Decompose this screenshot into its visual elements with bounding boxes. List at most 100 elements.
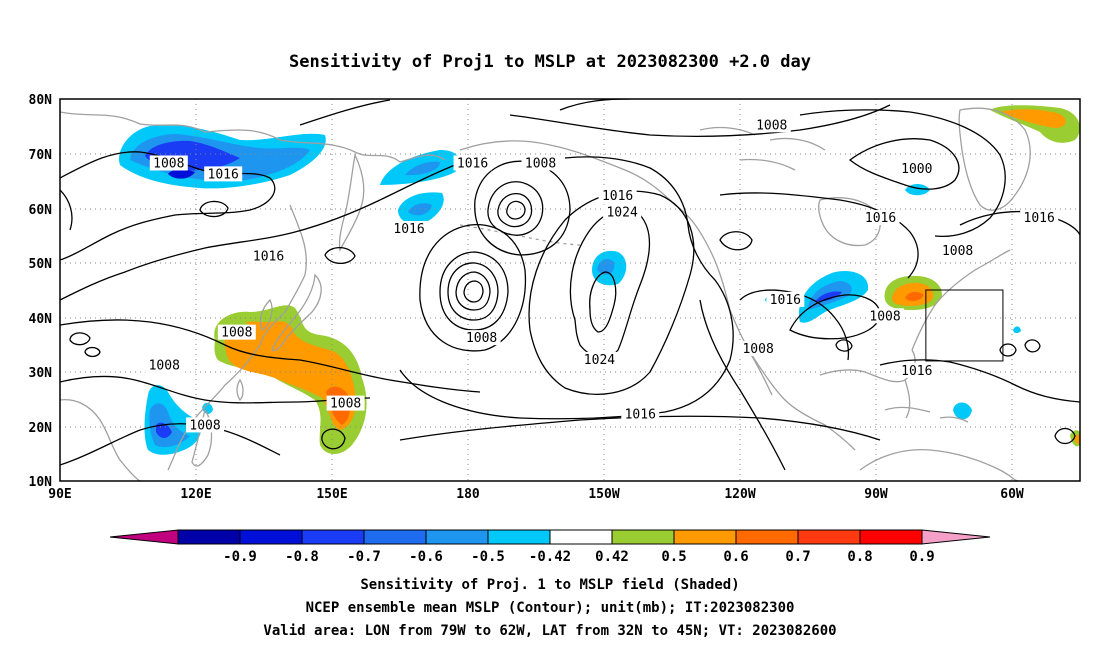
coast-alaska xyxy=(459,140,711,251)
contour-ring-us2 xyxy=(999,343,1017,357)
contour-labels: 1008 1016 1016 1016 1016 1008 1016 1024 1008 1000… xyxy=(145,117,1059,433)
shade-scs-inner xyxy=(156,422,172,438)
lon-label: 120E xyxy=(180,487,211,502)
contour-1008-canada xyxy=(799,109,1006,238)
colorbar-swatch xyxy=(487,529,551,545)
coast-south-america xyxy=(859,449,1019,481)
contour-1016-canada xyxy=(719,192,919,279)
shade-bering-1b xyxy=(405,161,440,176)
coast-arctic-islands xyxy=(699,126,826,171)
contour-label: 1008 xyxy=(942,244,973,259)
contour-label: 1008 xyxy=(742,342,773,357)
shade-neus-darkorange xyxy=(905,291,924,302)
valid-area-box xyxy=(925,289,1004,362)
lat-label: 20N xyxy=(29,421,53,436)
lat-label: 30N xyxy=(29,366,53,381)
shade-greenland-orange xyxy=(1000,109,1066,128)
lon-label: 180 xyxy=(456,487,480,502)
coast-taiwan xyxy=(236,378,244,402)
contour-label-bg xyxy=(897,160,936,176)
lat-label: 60N xyxy=(29,203,53,218)
shade-small-3 xyxy=(953,402,972,420)
contour-ring-us1 xyxy=(835,339,853,352)
contour-ring-canada xyxy=(719,231,753,251)
colorbar-swatch xyxy=(859,529,923,545)
contour-label-bg xyxy=(866,308,905,324)
colorbar-swatch xyxy=(735,529,799,545)
map-panel: 1008 1016 1016 1016 1016 1008 1016 1024 1008 1000… xyxy=(29,93,1081,502)
contour-1008-trop xyxy=(699,299,786,471)
contour-low-aleutian-2 xyxy=(447,262,499,321)
contour-label: 1008 xyxy=(330,397,361,412)
contour-label: 1008 xyxy=(221,326,252,341)
contour-ring-us3 xyxy=(1024,339,1041,353)
contour-1016-atl xyxy=(879,359,1080,403)
lon-label: 120W xyxy=(724,487,755,502)
colorbar-swatch xyxy=(549,529,613,545)
map-frame xyxy=(59,98,1081,482)
contour-label-bg xyxy=(752,117,791,133)
contour-low-bering-3 xyxy=(506,200,526,220)
contour-label: 1016 xyxy=(901,364,932,379)
latitude-labels: 80N 70N 60N 50N 40N 30N 20N 10N xyxy=(29,93,53,490)
colorbar-tick-label: 0.6 xyxy=(723,549,748,565)
contour-label: 1008 xyxy=(149,358,180,373)
contour-label-bg xyxy=(149,155,188,171)
contour-low-aleutian-4 xyxy=(463,280,484,303)
contour-ring-us4 xyxy=(1054,427,1076,445)
lat-label: 70N xyxy=(29,148,53,163)
lat-label: 80N xyxy=(29,93,53,108)
lat-label: 40N xyxy=(29,312,53,327)
coast-greenland xyxy=(958,107,1031,211)
contour-1024-inner xyxy=(589,271,617,333)
contour-label: 1016 xyxy=(457,156,488,171)
footer-line-3: Valid area: LON from 79W to 62W, LAT fro… xyxy=(263,623,836,639)
contour-low-bering-outer xyxy=(474,160,571,256)
contour-ring-b xyxy=(84,346,101,358)
contour-low-aleutian-outer xyxy=(419,224,527,352)
contour-label: 1008 xyxy=(525,156,556,171)
colorbar-tick-label: -0.5 xyxy=(471,549,505,565)
coast-indochina xyxy=(60,399,141,481)
contour-low-siberia xyxy=(60,151,276,261)
coast-kamchatka xyxy=(338,152,365,252)
contour-label: 1024 xyxy=(584,353,615,368)
lat-label: 50N xyxy=(29,257,53,272)
colorbar-tick-label: -0.42 xyxy=(529,549,571,565)
footer-line-1: Sensitivity of Proj. 1 to MSLP field (Sh… xyxy=(360,577,739,593)
colorbar-tick-label: -0.9 xyxy=(223,549,257,565)
coast-japan xyxy=(271,273,322,352)
contour-label: 1008 xyxy=(153,156,184,171)
lon-label: 150W xyxy=(588,487,619,502)
contour-low-aleutian-3 xyxy=(455,271,491,311)
coast-caribbean xyxy=(884,406,969,423)
longitude-labels: 90E 120E 150E 180 150W 120W 90W 60W xyxy=(48,487,1024,502)
contour-label-bg xyxy=(204,166,243,182)
contour-1016-asia xyxy=(60,157,491,301)
colorbar-tick-label: 0.5 xyxy=(661,549,686,565)
lon-label: 90W xyxy=(864,487,888,502)
contour-label-bg xyxy=(145,357,184,373)
contour-low-bering-1 xyxy=(487,181,544,236)
contour-label-bg xyxy=(1020,210,1059,226)
contour-ring-a xyxy=(69,332,91,346)
contour-label: 1016 xyxy=(602,189,633,204)
contour-label-bg xyxy=(462,330,501,346)
shade-east-orange xyxy=(1074,434,1080,445)
colorbar-low-extension xyxy=(109,529,179,545)
contour-1016-high xyxy=(528,190,695,395)
coast-east-na xyxy=(911,249,1011,351)
coast-hudson xyxy=(818,197,881,247)
colorbar-tick-label: -0.7 xyxy=(347,549,381,565)
contour-label-bg xyxy=(938,242,977,258)
contour-ring-c xyxy=(199,200,229,218)
colorbar-tick-label: -0.6 xyxy=(409,549,443,565)
contour-label: 1016 xyxy=(625,408,656,423)
colorbar-high-extension xyxy=(921,529,991,545)
contour-label-bg xyxy=(521,155,560,171)
figure-title: Sensitivity of Proj1 to MSLP at 20230823… xyxy=(289,52,811,72)
contour-label-bg xyxy=(580,351,619,367)
contour-label: 1008 xyxy=(869,309,900,324)
colorbar-tick-label: -0.8 xyxy=(285,549,319,565)
